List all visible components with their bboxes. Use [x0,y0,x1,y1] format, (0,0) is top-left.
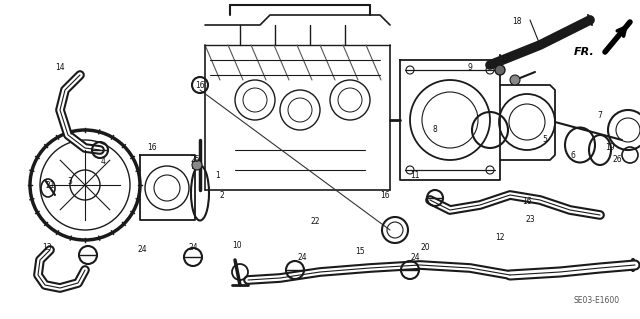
Text: 7: 7 [598,110,602,120]
Text: 12: 12 [495,234,505,242]
Text: 16: 16 [195,80,205,90]
Text: 15: 15 [355,248,365,256]
Text: 24: 24 [188,243,198,253]
Text: 20: 20 [420,243,430,253]
Text: 9: 9 [468,63,472,72]
Text: 16: 16 [522,197,532,206]
Text: 24: 24 [297,254,307,263]
Text: 1: 1 [216,170,220,180]
Text: 11: 11 [410,170,420,180]
Text: 23: 23 [525,216,535,225]
Text: 3: 3 [68,177,72,187]
Circle shape [192,160,202,170]
Text: 5: 5 [543,136,547,145]
Text: 14: 14 [55,63,65,72]
Text: 8: 8 [433,125,437,135]
Text: FR.: FR. [574,47,595,57]
Text: 19: 19 [605,143,615,152]
Text: 4: 4 [100,158,106,167]
Text: 25: 25 [190,155,200,165]
Text: 18: 18 [512,18,522,26]
Text: 16: 16 [380,190,390,199]
Circle shape [510,75,520,85]
Text: 24: 24 [137,246,147,255]
Text: SE03-E1600: SE03-E1600 [574,296,620,305]
Circle shape [495,65,505,75]
Text: 10: 10 [232,241,242,249]
Text: 21: 21 [45,181,55,189]
Text: 22: 22 [310,218,320,226]
Text: 26: 26 [612,155,622,165]
Text: 17: 17 [500,56,510,64]
Text: 13: 13 [42,243,52,253]
Text: 24: 24 [410,253,420,262]
Text: 6: 6 [571,151,575,160]
Text: 16: 16 [147,144,157,152]
Text: 2: 2 [220,190,225,199]
